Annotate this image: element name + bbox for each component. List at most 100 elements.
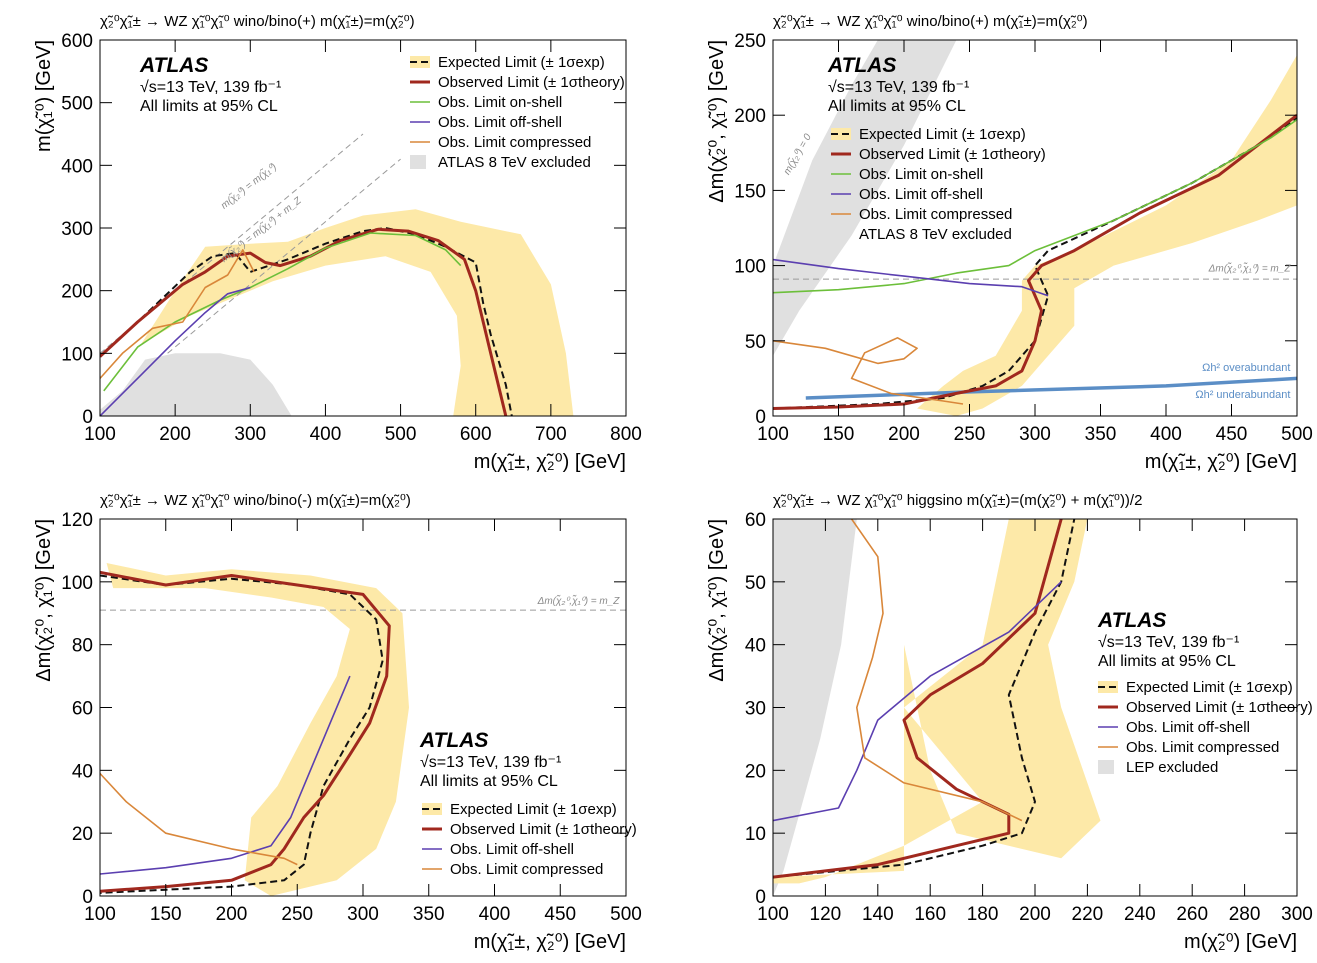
atlas-label: ATLAS bbox=[419, 729, 488, 752]
x-axis-label: m(χ̃₁±, χ̃₂⁰) [GeV] bbox=[474, 931, 626, 953]
x-tick-label: 450 bbox=[544, 904, 576, 925]
legend-swatch-excluded bbox=[410, 155, 426, 169]
x-tick-label: 240 bbox=[1124, 904, 1156, 925]
chart-panel-1: 100 200 300 400 500 600 700 8000100200300400500… bbox=[33, 13, 642, 473]
y-tick-label: 100 bbox=[734, 257, 766, 278]
x-tick-label: 450 bbox=[1216, 424, 1248, 445]
x-tick-label: 300 bbox=[347, 904, 379, 925]
y-tick-label: 600 bbox=[61, 31, 93, 52]
chart-title: χ̃₂⁰χ̃₁± → WZ χ̃₁⁰χ̃₁⁰ wino/bino(+) m(χ̃… bbox=[773, 13, 1088, 30]
expected-band bbox=[106, 563, 409, 896]
kinematic-guide-1 bbox=[100, 133, 364, 354]
x-tick-label: 400 bbox=[310, 424, 342, 445]
annotation-underabundant: Ωh² underabundant bbox=[1195, 389, 1290, 401]
series-offshell bbox=[100, 675, 351, 875]
y-tick-label: 50 bbox=[745, 332, 766, 353]
legend-label-expected: Expected Limit (± 1σexp) bbox=[859, 126, 1026, 143]
legend-label-offshell: Obs. Limit off-shell bbox=[859, 186, 983, 203]
x-tick-label: 300 bbox=[1281, 904, 1313, 925]
series-observed bbox=[773, 519, 1063, 879]
y-tick-label: 10 bbox=[745, 824, 766, 845]
atlas-label: ATLAS bbox=[827, 54, 896, 77]
series-compressed bbox=[100, 772, 298, 866]
chart-panel-4: 100 120 140 160 180 200 220 240 260 280 300 0 10 20 30… bbox=[706, 492, 1313, 953]
annotation-mz: Δm(χ̃₂⁰,χ̃₁⁰) = m_Z bbox=[537, 594, 621, 607]
y-tick-label: 100 bbox=[61, 573, 93, 594]
y-axis-label: m(χ̃₁⁰) [GeV] bbox=[33, 40, 55, 152]
y-tick-label: 0 bbox=[82, 887, 93, 908]
atlas-label: ATLAS bbox=[139, 54, 208, 77]
x-tick-label: 180 bbox=[967, 904, 999, 925]
energy-info-1: √s=13 TeV, 139 fb⁻¹ bbox=[1098, 634, 1239, 651]
y-tick-label: 250 bbox=[734, 31, 766, 52]
legend-label-onshell: Obs. Limit on-shell bbox=[438, 94, 562, 111]
legend-label-compressed: Obs. Limit compressed bbox=[859, 206, 1012, 223]
series-expected bbox=[773, 519, 1076, 879]
x-tick-label: 150 bbox=[150, 904, 182, 925]
x-tick-label: 200 bbox=[159, 424, 191, 445]
legend-label-onshell: Obs. Limit on-shell bbox=[859, 166, 983, 183]
x-tick-label: 160 bbox=[914, 904, 946, 925]
x-axis-label: m(χ̃₁±, χ̃₂⁰) [GeV] bbox=[474, 451, 626, 473]
legend-label-expected: Expected Limit (± 1σexp) bbox=[438, 54, 605, 71]
y-tick-label: 40 bbox=[745, 636, 766, 657]
series-expected bbox=[100, 574, 384, 894]
series-expected bbox=[100, 227, 513, 416]
x-tick-label: 250 bbox=[954, 424, 986, 445]
x-tick-label: 280 bbox=[1229, 904, 1261, 925]
y-tick-label: 500 bbox=[61, 94, 93, 115]
y-tick-label: 80 bbox=[72, 636, 93, 657]
legend-label-expected: Expected Limit (± 1σexp) bbox=[1126, 679, 1293, 696]
y-tick-label: 40 bbox=[72, 761, 93, 782]
x-tick-label: 500 bbox=[610, 904, 642, 925]
series-offshell bbox=[773, 258, 1049, 297]
legend-label-expected: Expected Limit (± 1σexp) bbox=[450, 801, 617, 818]
y-tick-label: 20 bbox=[745, 761, 766, 782]
legend-label-observed: Observed Limit (± 1σtheory) bbox=[1126, 699, 1313, 716]
plot-area bbox=[100, 133, 574, 416]
series-compressed bbox=[100, 249, 255, 379]
y-tick-label: 400 bbox=[61, 156, 93, 177]
legend-label-compressed: Obs. Limit compressed bbox=[450, 861, 603, 878]
y-tick-label: 20 bbox=[72, 824, 93, 845]
legend-label-observed: Observed Limit (± 1σtheory) bbox=[450, 821, 637, 838]
x-axis-label: m(χ̃₁±, χ̃₂⁰) [GeV] bbox=[1145, 451, 1297, 473]
x-tick-label: 200 bbox=[216, 904, 248, 925]
y-tick-label: 0 bbox=[82, 407, 93, 428]
y-tick-label: 200 bbox=[734, 106, 766, 127]
annotation-diagonal: m(χ̃₂⁰) = m(χ̃₁⁰) bbox=[218, 160, 279, 212]
legend-label-observed: Observed Limit (± 1σtheory) bbox=[859, 146, 1046, 163]
relic-density-line bbox=[805, 376, 1297, 400]
y-tick-label: 150 bbox=[734, 181, 766, 202]
x-tick-label: 250 bbox=[281, 904, 313, 925]
y-tick-label: 100 bbox=[61, 344, 93, 365]
series-observed bbox=[100, 570, 391, 893]
series-compressed bbox=[773, 336, 964, 405]
energy-info-1: √s=13 TeV, 139 fb⁻¹ bbox=[140, 79, 281, 96]
x-tick-label: 140 bbox=[862, 904, 894, 925]
annotation-overabundant: Ωh² overabundant bbox=[1202, 362, 1290, 374]
series-onshell bbox=[773, 119, 1297, 294]
legend-label-compressed: Obs. Limit compressed bbox=[438, 134, 591, 151]
legend-label-offshell: Obs. Limit off-shell bbox=[450, 841, 574, 858]
chart-panel-2: 100 150 200 250 300 350 400 450 500 0 50 100 150 200 2… bbox=[706, 13, 1313, 473]
y-tick-label: 60 bbox=[72, 699, 93, 720]
energy-info-2: All limits at 95% CL bbox=[1098, 653, 1236, 670]
atlas-label: ATLAS bbox=[1097, 609, 1166, 632]
chart-title: χ̃₂⁰χ̃₁± → WZ χ̃₁⁰χ̃₁⁰ wino/bino(+) m(χ̃… bbox=[100, 13, 415, 30]
y-tick-label: 200 bbox=[61, 282, 93, 303]
energy-info-2: All limits at 95% CL bbox=[140, 98, 278, 115]
x-tick-label: 700 bbox=[535, 424, 567, 445]
x-tick-label: 600 bbox=[460, 424, 492, 445]
legend-label-offshell: Obs. Limit off-shell bbox=[1126, 719, 1250, 736]
series-onshell bbox=[103, 232, 462, 392]
x-tick-label: 350 bbox=[413, 904, 445, 925]
x-tick-label: 350 bbox=[1085, 424, 1117, 445]
energy-info-1: √s=13 TeV, 139 fb⁻¹ bbox=[420, 754, 561, 771]
x-tick-label: 500 bbox=[1281, 424, 1313, 445]
y-tick-label: 120 bbox=[61, 510, 93, 531]
expected-band bbox=[917, 55, 1297, 416]
plot-area bbox=[773, 519, 1101, 896]
chart-title: χ̃₂⁰χ̃₁± → WZ χ̃₁⁰χ̃₁⁰ higgsino m(χ̃₁±)=… bbox=[773, 492, 1142, 509]
